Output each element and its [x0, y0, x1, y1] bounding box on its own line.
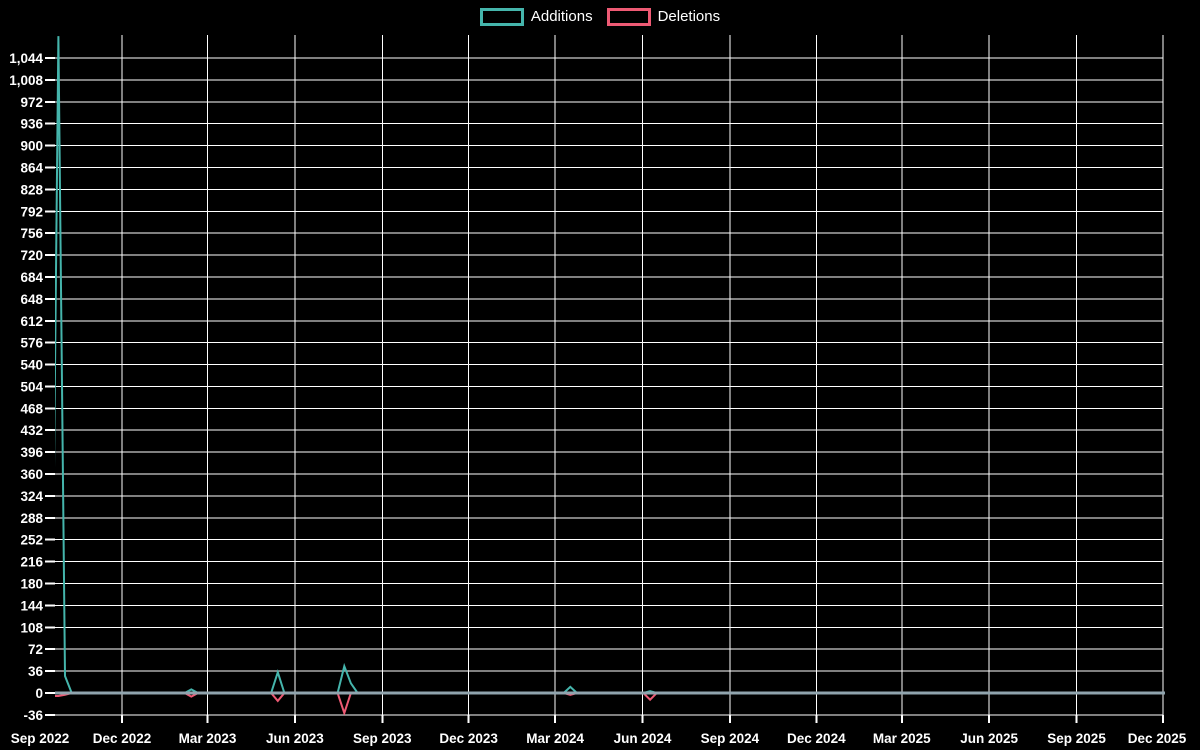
- y-tick-label: 756: [20, 226, 43, 241]
- x-tick-label: Mar 2024: [526, 731, 584, 746]
- x-tick-label: Sep 2024: [701, 731, 760, 746]
- x-tick-label: Jun 2023: [266, 731, 324, 746]
- y-tick-label: 684: [20, 270, 43, 285]
- y-tick-label: 792: [20, 204, 43, 219]
- y-tick-label: 972: [20, 95, 43, 110]
- y-tick-label: 612: [20, 314, 43, 329]
- x-tick-label: Jun 2025: [960, 731, 1018, 746]
- x-tick-label: Dec 2022: [93, 731, 152, 746]
- x-tick-label: Sep 2025: [1047, 731, 1106, 746]
- x-tick-label: Jun 2024: [614, 731, 672, 746]
- y-tick-label: 864: [20, 160, 43, 175]
- x-tick-label: Mar 2025: [873, 731, 931, 746]
- y-tick-label: 108: [20, 620, 43, 635]
- y-tick-label: -36: [23, 708, 43, 723]
- x-tick-label: Sep 2022: [11, 731, 70, 746]
- y-tick-label: 720: [20, 248, 43, 263]
- y-tick-label: 180: [20, 577, 43, 592]
- deletions-swatch-icon: [606, 8, 651, 26]
- y-tick-label: 0: [35, 686, 43, 701]
- x-tick-label: Dec 2025: [1128, 731, 1187, 746]
- y-tick-label: 936: [20, 117, 43, 132]
- y-tick-label: 828: [20, 182, 43, 197]
- y-tick-label: 576: [20, 336, 43, 351]
- y-tick-label: 144: [20, 598, 43, 613]
- y-tick-label: 72: [28, 642, 43, 657]
- x-tick-label: Mar 2023: [179, 731, 237, 746]
- x-tick-label: Dec 2024: [787, 731, 846, 746]
- deletions-legend-label: Deletions: [657, 8, 721, 25]
- y-tick-label: 36: [28, 664, 44, 679]
- y-tick-label: 540: [20, 358, 43, 373]
- y-tick-label: 288: [20, 511, 43, 526]
- deletions-line: [55, 692, 1165, 715]
- legend-item-additions[interactable]: Additions: [479, 8, 593, 26]
- additions-legend-label: Additions: [530, 8, 593, 25]
- y-tick-label: 216: [20, 555, 43, 570]
- legend-item-deletions[interactable]: Deletions: [606, 8, 721, 26]
- y-tick-label: 504: [20, 379, 43, 394]
- y-tick-label: 324: [20, 489, 43, 504]
- x-tick-label: Sep 2023: [353, 731, 412, 746]
- y-tick-label: 648: [20, 292, 43, 307]
- y-tick-label: 432: [20, 423, 43, 438]
- y-tick-label: 252: [20, 533, 43, 548]
- y-tick-label: 360: [20, 467, 43, 482]
- y-tick-label: 1,044: [9, 51, 43, 66]
- y-tick-label: 900: [20, 139, 43, 154]
- y-tick-label: 468: [20, 401, 43, 416]
- y-tick-label: 1,008: [9, 73, 43, 88]
- x-tick-label: Dec 2023: [439, 731, 498, 746]
- y-tick-label: 396: [20, 445, 43, 460]
- additions-swatch-icon: [479, 8, 524, 26]
- chart-legend: Additions Deletions: [0, 8, 1200, 26]
